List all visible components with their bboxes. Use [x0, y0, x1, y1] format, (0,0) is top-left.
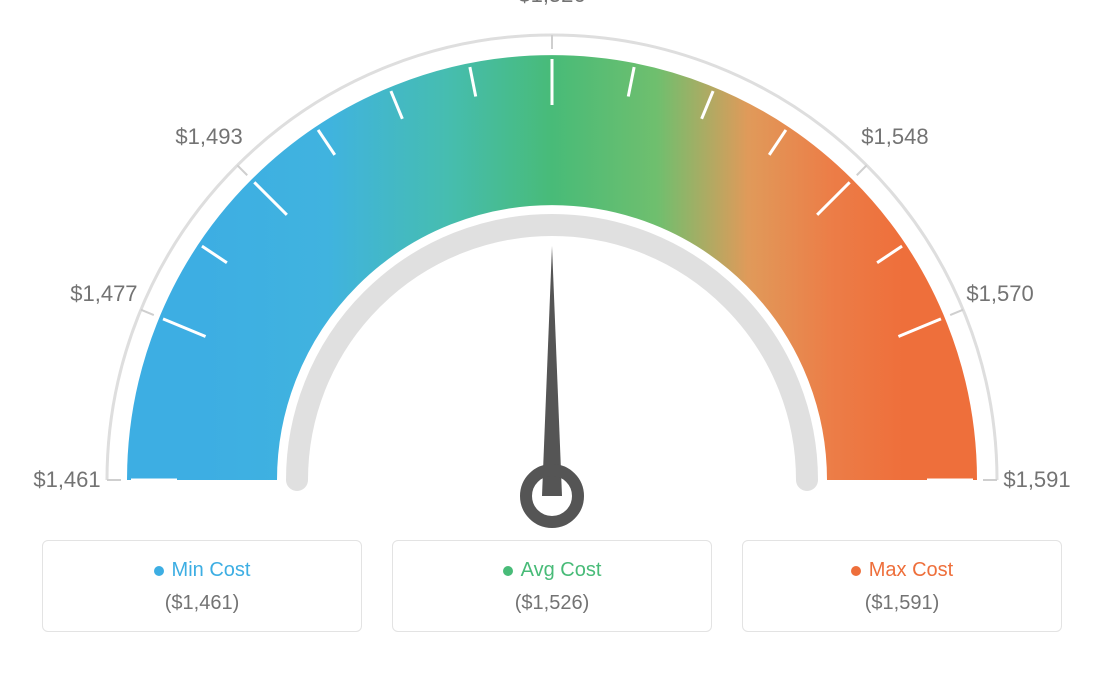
gauge-tick-label: $1,591: [1003, 467, 1070, 493]
gauge-tick-label: $1,526: [518, 0, 585, 8]
gauge: $1,461 $1,477 $1,493 $1,526 $1,548 $1,570 $1,5…: [0, 0, 1104, 540]
legend-title-min: Min Cost: [55, 559, 349, 582]
dot-icon: [503, 566, 513, 576]
dot-icon: [154, 566, 164, 576]
legend-title-text: Max Cost: [869, 559, 953, 582]
gauge-chart-container: $1,461 $1,477 $1,493 $1,526 $1,548 $1,570 $1,5…: [0, 0, 1104, 690]
legend-value-avg: ($1,526): [405, 592, 699, 615]
dot-icon: [851, 566, 861, 576]
legend-value-max: ($1,591): [755, 592, 1049, 615]
legend-title-avg: Avg Cost: [405, 559, 699, 582]
legend-title-max: Max Cost: [755, 559, 1049, 582]
legend-title-text: Min Cost: [172, 559, 251, 582]
gauge-tick-label: $1,477: [70, 281, 137, 307]
gauge-tick-label: $1,548: [861, 124, 928, 150]
legend-value-min: ($1,461): [55, 592, 349, 615]
legend-title-text: Avg Cost: [521, 559, 602, 582]
gauge-svg: [0, 0, 1104, 560]
gauge-tick-label: $1,570: [966, 281, 1033, 307]
gauge-tick-label: $1,493: [175, 124, 242, 150]
gauge-tick-label: $1,461: [33, 467, 100, 493]
